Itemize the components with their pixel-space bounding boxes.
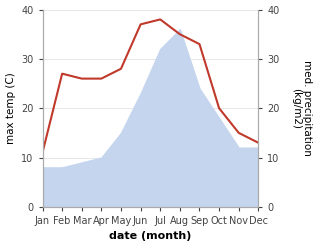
Y-axis label: max temp (C): max temp (C) <box>5 72 16 144</box>
X-axis label: date (month): date (month) <box>109 231 192 242</box>
Y-axis label: med. precipitation
(kg/m2): med. precipitation (kg/m2) <box>291 60 313 156</box>
